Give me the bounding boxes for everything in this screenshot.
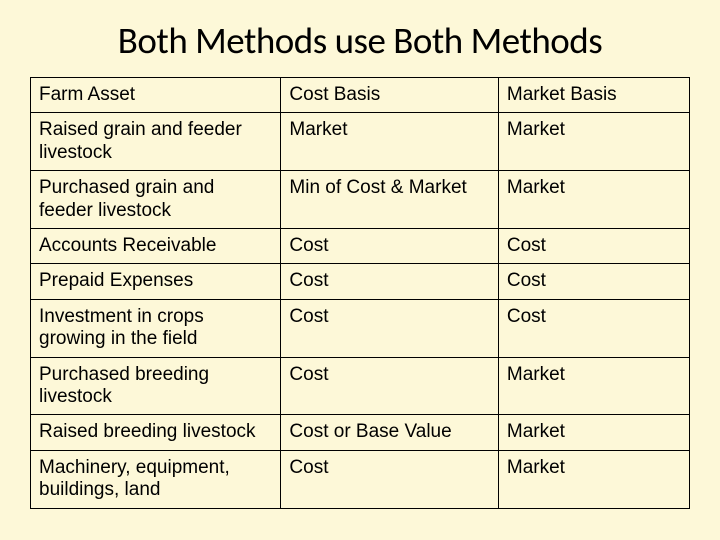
- cell: Cost: [281, 299, 498, 357]
- cell: Machinery, equipment, buildings, land: [31, 450, 281, 508]
- cell: Cost: [498, 299, 689, 357]
- cell: Cost: [498, 264, 689, 299]
- cell: Raised breeding livestock: [31, 415, 281, 450]
- cell: Cost: [281, 450, 498, 508]
- col-header-2: Market Basis: [498, 78, 689, 113]
- cell: Market: [498, 113, 689, 171]
- cell: Market: [498, 415, 689, 450]
- cell: Market: [498, 357, 689, 415]
- cell: Cost or Base Value: [281, 415, 498, 450]
- table-row: Raised breeding livestock Cost or Base V…: [31, 415, 690, 450]
- table-row: Machinery, equipment, buildings, land Co…: [31, 450, 690, 508]
- cell: Cost: [281, 357, 498, 415]
- table-row: Raised grain and feeder livestock Market…: [31, 113, 690, 171]
- table-body: Farm Asset Cost Basis Market Basis Raise…: [31, 78, 690, 509]
- cell: Cost: [281, 264, 498, 299]
- cell: Prepaid Expenses: [31, 264, 281, 299]
- cell: Min of Cost & Market: [281, 171, 498, 229]
- cell: Purchased breeding livestock: [31, 357, 281, 415]
- cell: Market: [281, 113, 498, 171]
- cell: Investment in crops growing in the field: [31, 299, 281, 357]
- col-header-0: Farm Asset: [31, 78, 281, 113]
- page-title: Both Methods use Both Methods: [30, 18, 690, 63]
- methods-table: Farm Asset Cost Basis Market Basis Raise…: [30, 77, 690, 509]
- table-row: Investment in crops growing in the field…: [31, 299, 690, 357]
- table-row: Purchased grain and feeder livestock Min…: [31, 171, 690, 229]
- cell: Cost: [498, 229, 689, 264]
- cell: Market: [498, 171, 689, 229]
- table-row: Purchased breeding livestock Cost Market: [31, 357, 690, 415]
- col-header-1: Cost Basis: [281, 78, 498, 113]
- table-header-row: Farm Asset Cost Basis Market Basis: [31, 78, 690, 113]
- slide: Both Methods use Both Methods Farm Asset…: [0, 0, 720, 540]
- cell: Raised grain and feeder livestock: [31, 113, 281, 171]
- cell: Market: [498, 450, 689, 508]
- cell: Purchased grain and feeder livestock: [31, 171, 281, 229]
- cell: Accounts Receivable: [31, 229, 281, 264]
- cell: Cost: [281, 229, 498, 264]
- table-row: Prepaid Expenses Cost Cost: [31, 264, 690, 299]
- table-row: Accounts Receivable Cost Cost: [31, 229, 690, 264]
